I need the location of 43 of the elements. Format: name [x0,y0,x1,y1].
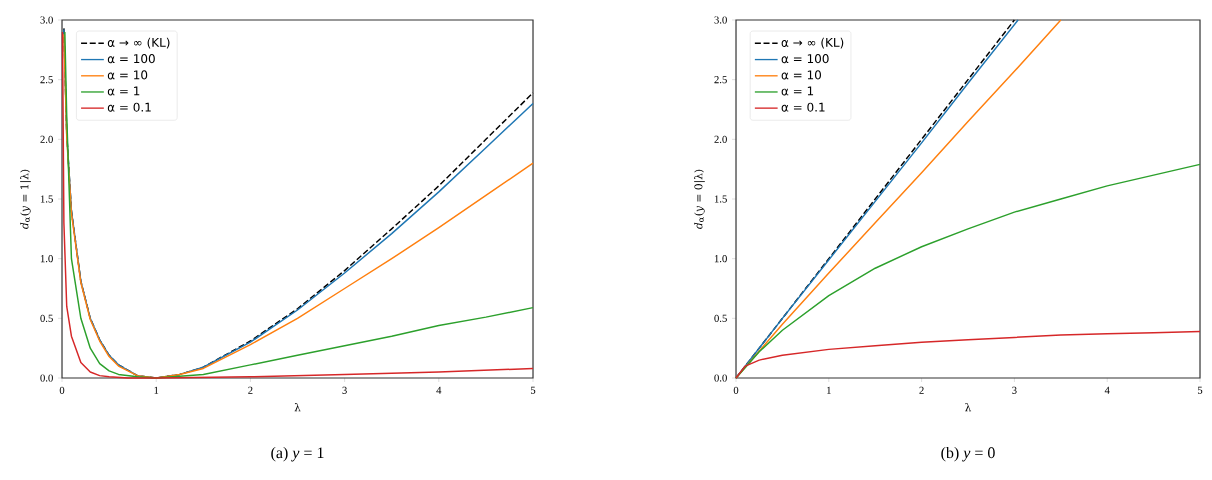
x-tick-label: 0 [733,386,739,394]
x-axis-title: λ [294,403,301,412]
line-series [735,330,1201,379]
legend-label: α = 1 [781,86,814,96]
y-tick-label: 0.5 [714,314,727,322]
text: (a) y = 1 [271,446,324,462]
legend-label: α = 10 [781,70,822,80]
y-tick-label: 2.0 [714,135,727,143]
legend-label: α → ∞ (KL) [107,37,170,49]
y-tick-label: 3.0 [714,16,727,24]
y-tick-label: 0.0 [40,374,53,382]
y-tick-label: 3.0 [40,16,53,24]
x-tick-label: 2 [248,386,253,394]
y-tick-label: 0.0 [714,374,727,382]
legend-label: α → ∞ (KL) [781,37,844,49]
x-tick-label: 4 [436,386,442,394]
legend-label: α = 10 [107,70,148,80]
legend-label: α = 0.1 [107,102,151,112]
legend-label: α = 100 [781,54,829,64]
y-tick-label: 2.0 [40,135,53,143]
x-tick-label: 1 [154,386,159,394]
x-tick-label: 4 [1104,386,1110,394]
y-tick-label: 1.0 [714,255,727,263]
y-tick-label: 2.5 [714,76,727,84]
x-tick-label: 3 [342,386,347,394]
y-tick-label: 1.5 [40,195,53,203]
y-axis-title: d$_{α}$(y = 0|λ) [694,169,705,229]
x-axis-title: λ [965,403,972,412]
y-tick-label: 1.5 [714,195,727,203]
legend-label: α = 0.1 [781,102,825,112]
legend-label: α = 1 [107,86,140,96]
x-tick-label: 3 [1012,386,1017,394]
x-tick-label: 5 [530,386,536,394]
y-axis-title: d$_{α}$(y = 1|λ) [20,169,31,229]
text: (b) y = 0 [941,446,995,462]
x-tick-label: 2 [919,386,924,394]
y-tick-label: 2.5 [40,76,53,84]
legend-label: α = 100 [107,54,155,64]
x-tick-label: 1 [827,386,831,394]
y-tick-label: 1.0 [40,255,53,263]
x-tick-label: 0 [59,386,65,394]
y-tick-label: 0.5 [40,314,53,322]
x-tick-label: 5 [1197,386,1203,394]
